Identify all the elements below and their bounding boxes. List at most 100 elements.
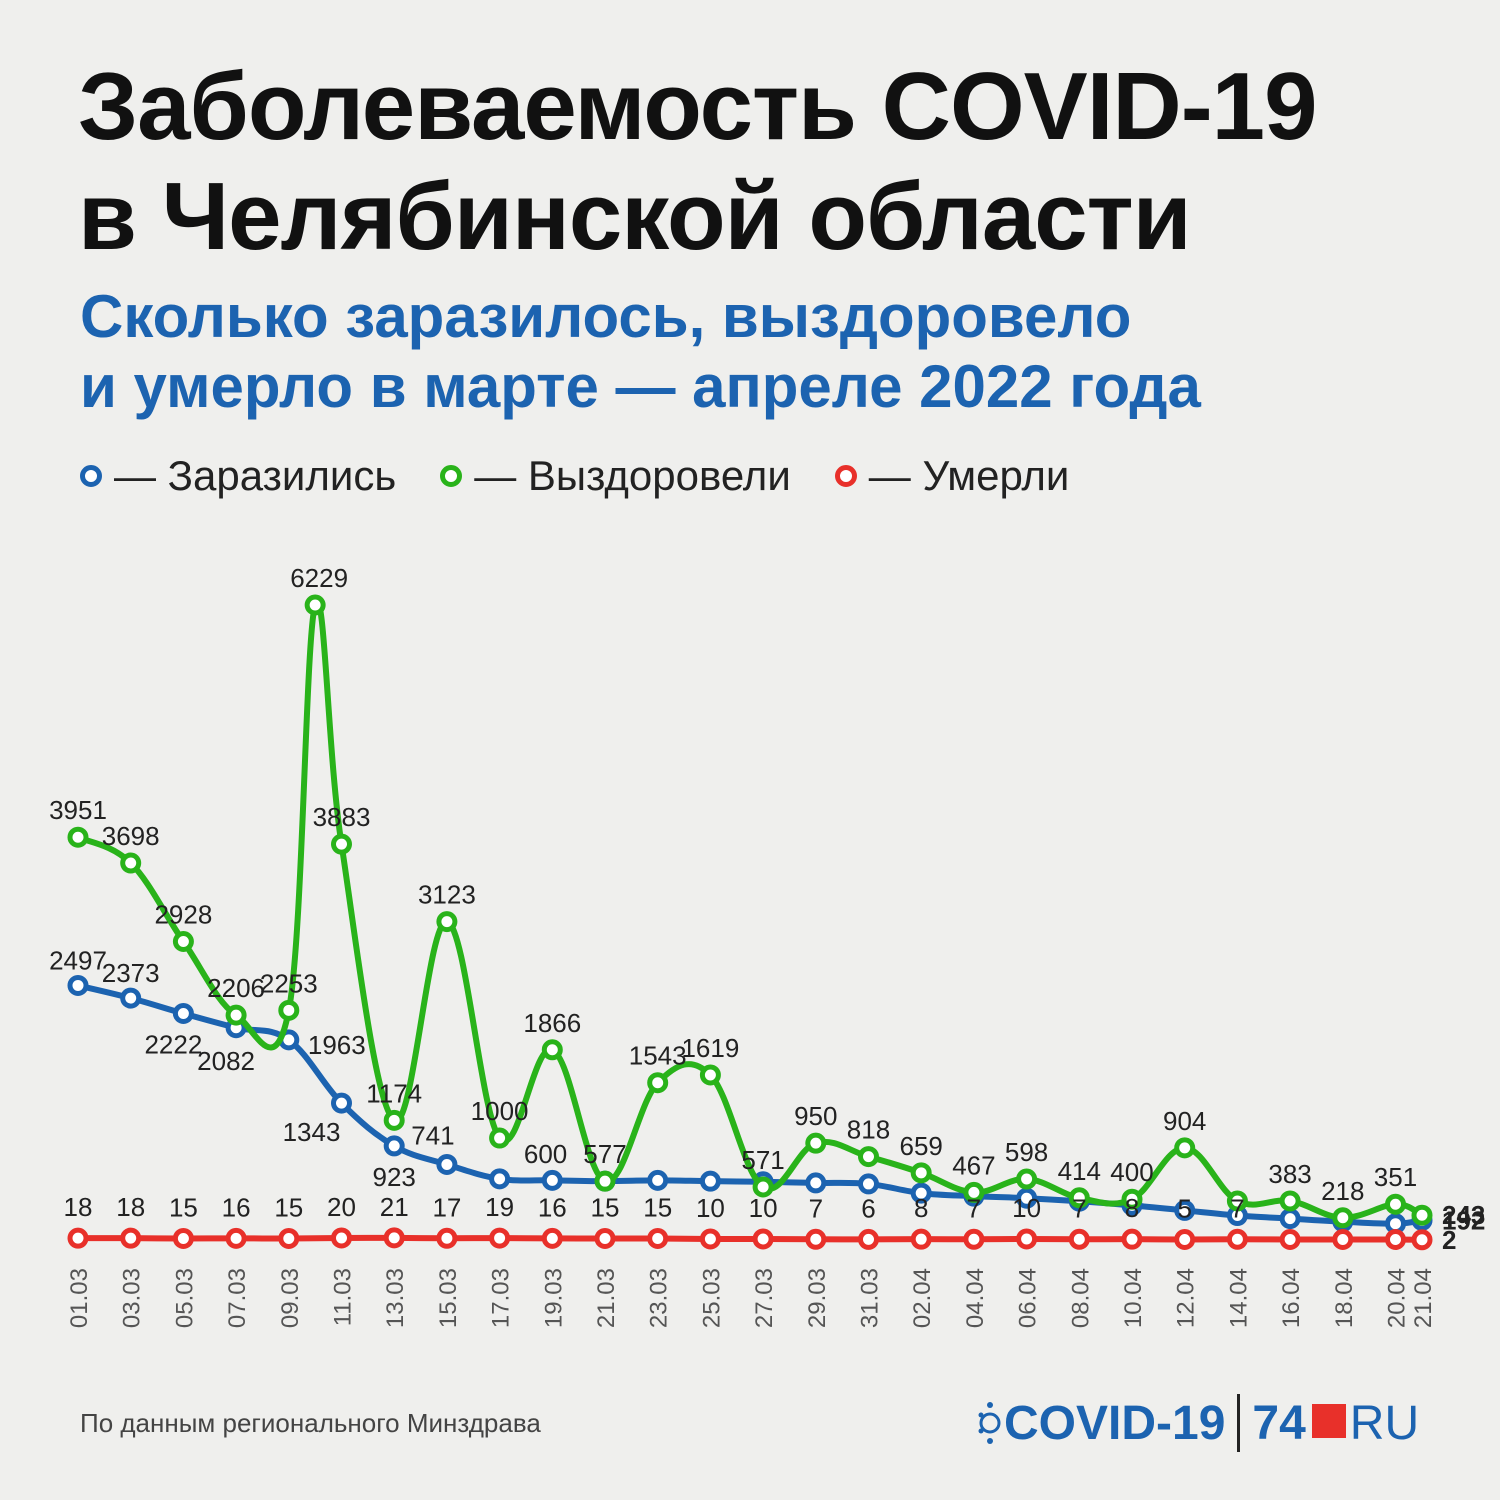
x-tick-label: 05.03 (171, 1268, 198, 1328)
data-label: 950 (794, 1101, 837, 1131)
subtitle-line-1: Сколько заразилось, выздоровело (80, 283, 1132, 350)
data-label: 8 (1125, 1193, 1139, 1223)
data-point (699, 1228, 721, 1250)
series-line (75, 598, 1425, 1221)
data-point (120, 852, 142, 874)
data-point (910, 1182, 932, 1204)
data-point (858, 1146, 879, 1168)
data-label: 18 (116, 1192, 145, 1222)
legend-infected-label: — Заразились (114, 452, 397, 499)
data-point (120, 987, 142, 1009)
data-point (67, 826, 89, 848)
legend-died-label: — Умерли (868, 452, 1070, 499)
data-point (541, 1169, 563, 1191)
data-point (1385, 1228, 1406, 1250)
data-point (963, 1228, 985, 1250)
data-label: 600 (524, 1139, 567, 1169)
data-label: 2928 (154, 900, 212, 930)
data-label: 2373 (102, 958, 160, 988)
data-point (1279, 1228, 1301, 1250)
page-subtitle: Сколько заразилось, выздоровело и умерло… (80, 282, 1480, 422)
legend-item-infected: — Заразились (80, 452, 396, 500)
data-point (331, 1092, 352, 1114)
x-tick-label: 25.03 (698, 1268, 725, 1328)
data-point (1226, 1190, 1248, 1212)
data-point (172, 931, 194, 953)
data-point (1121, 1228, 1143, 1250)
title-line-2: в Челябинской области (78, 163, 1192, 270)
data-label: 904 (1163, 1106, 1206, 1136)
data-label: 571 (741, 1145, 784, 1175)
data-point (1332, 1207, 1354, 1229)
legend-recovered-marker-icon (440, 465, 463, 487)
data-label: 1174 (366, 1078, 422, 1108)
data-label: 923 (373, 1162, 416, 1192)
data-point (120, 1227, 142, 1249)
logo-square-icon (1311, 1404, 1346, 1438)
data-label: 17 (432, 1192, 461, 1222)
data-label: 218 (1321, 1176, 1364, 1206)
data-point (1174, 1228, 1196, 1250)
data-label: 3123 (418, 880, 476, 910)
data-label: 10 (1012, 1193, 1041, 1223)
data-point (1068, 1187, 1090, 1209)
data-point (331, 833, 352, 855)
x-tick-label: 13.03 (382, 1268, 409, 1328)
data-label: 1543 (629, 1041, 687, 1071)
data-point (436, 911, 458, 933)
data-point (383, 1109, 405, 1131)
data-point (172, 1002, 194, 1024)
data-label: 577 (583, 1139, 626, 1169)
data-label: 741 (411, 1120, 454, 1150)
data-label-peak: 6229 (290, 563, 348, 593)
data-label: 3883 (313, 802, 371, 832)
x-tick-label: 17.03 (488, 1268, 515, 1328)
data-label: 3951 (49, 795, 107, 825)
data-label: 15 (169, 1192, 198, 1222)
data-point (489, 1127, 511, 1149)
data-label: 7 (809, 1193, 823, 1223)
x-tick-label: 15.03 (435, 1268, 462, 1328)
data-label: 21 (380, 1192, 409, 1222)
x-tick-label: 12.04 (1173, 1268, 1200, 1328)
data-label: 15 (643, 1192, 672, 1222)
data-label: 15 (274, 1192, 303, 1222)
data-point (1226, 1228, 1248, 1250)
data-label: 818 (847, 1115, 890, 1145)
data-label: 351 (1374, 1162, 1417, 1192)
data-label: 6 (861, 1193, 875, 1223)
data-point (1174, 1137, 1196, 1159)
data-point (67, 1227, 89, 1249)
data-point (278, 1227, 300, 1249)
data-label: 2222 (144, 1029, 202, 1059)
data-point (1174, 1199, 1196, 1221)
x-tick-label: 20.04 (1384, 1268, 1411, 1328)
x-tick-label: 21.03 (593, 1268, 620, 1328)
source-note: По данным регионального Минздрава (80, 1408, 541, 1438)
subtitle-line-2: и умерло в марте — апреле 2022 года (80, 353, 1201, 420)
data-label: 16 (538, 1192, 567, 1222)
data-label: 7 (1230, 1193, 1244, 1223)
data-point (1121, 1188, 1143, 1210)
logo-ru-text: RU (1349, 1396, 1420, 1450)
data-label: 18 (64, 1192, 93, 1222)
data-point (225, 1227, 247, 1249)
page-title: Заболеваемость COVID-19 в Челябинской об… (78, 52, 1478, 272)
data-label: 1619 (681, 1033, 739, 1063)
data-label: 1343 (283, 1117, 341, 1147)
data-point (805, 1228, 827, 1250)
data-point (1332, 1228, 1354, 1250)
data-label: 2497 (49, 945, 107, 975)
data-point (910, 1162, 932, 1184)
virus-icon (978, 1402, 1001, 1444)
data-point (858, 1228, 879, 1250)
data-point (699, 1064, 721, 1086)
x-tick-label: 27.03 (751, 1268, 778, 1328)
x-tick-label: 07.03 (224, 1268, 251, 1328)
data-point (1016, 1187, 1038, 1209)
data-label: 243 (1442, 1200, 1485, 1230)
x-tick-label: 06.04 (1015, 1268, 1042, 1328)
data-label: 1963 (308, 1030, 366, 1060)
